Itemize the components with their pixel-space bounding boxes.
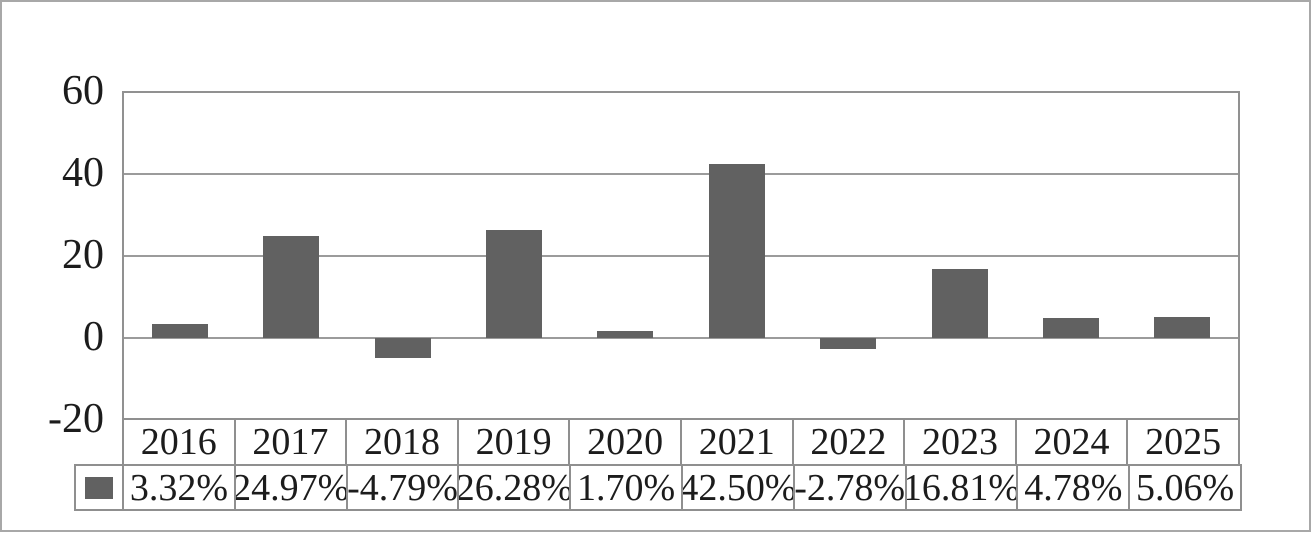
year-cell-2016: 2016	[140, 421, 217, 463]
value-cell-2021: 42.50%	[680, 466, 793, 509]
year-cell-2018: 2018	[345, 420, 457, 464]
y-tick-label: 40	[62, 150, 104, 197]
value-cell-2025: 5.06%	[1128, 466, 1240, 509]
value-cell-2019: 26.28%	[457, 466, 570, 509]
legend-swatch-icon	[85, 476, 113, 499]
bar-2025	[1154, 317, 1211, 338]
y-tick-label: 60	[62, 68, 104, 115]
data-table-row: 3.32% 24.97% -4.79% 26.28% 1.70% 42.50% -2.78%…	[74, 464, 1242, 511]
year-cell-2025: 2025	[1126, 420, 1238, 464]
bar-2018	[374, 338, 431, 358]
value-cell-2018: -4.79%	[345, 466, 458, 509]
bar-2017	[263, 235, 320, 338]
legend-cell	[76, 466, 122, 509]
category-axis-row: 2016 2017 2018 2019 2020 2021 2022 2023 2024 2025	[122, 418, 1240, 466]
value-cell-2016: 3.32%	[122, 466, 234, 509]
year-cell-2017: 2017	[233, 420, 346, 464]
year-cell-2021: 2021	[679, 420, 792, 464]
bar-2023	[931, 269, 988, 338]
y-tick-label: 0	[83, 314, 104, 361]
year-cell-2020: 2020	[568, 420, 680, 464]
year-cell-2022: 2022	[791, 420, 904, 464]
year-cell-2019: 2019	[456, 420, 569, 464]
zero-gridline	[124, 337, 1238, 339]
bar-2024	[1042, 318, 1099, 338]
y-tick-label: -20	[48, 396, 104, 443]
year-cell-2023: 2023	[903, 420, 1015, 464]
value-cell-2020: 1.70%	[569, 466, 681, 509]
bar-2020	[597, 331, 654, 338]
bar-2019	[485, 230, 542, 338]
gridline	[124, 255, 1238, 257]
bar-2016	[151, 324, 208, 338]
year-cell-2024: 2024	[1014, 420, 1127, 464]
value-cell-2017: 24.97%	[233, 466, 346, 509]
value-cell-2023: 16.81%	[904, 466, 1017, 509]
bar-2021	[708, 163, 765, 338]
bar-2022	[820, 338, 877, 350]
gridline	[124, 173, 1238, 175]
y-tick-label: 20	[62, 232, 104, 279]
value-cell-2022: -2.78%	[792, 466, 905, 509]
value-cell-2024: 4.78%	[1016, 466, 1128, 509]
